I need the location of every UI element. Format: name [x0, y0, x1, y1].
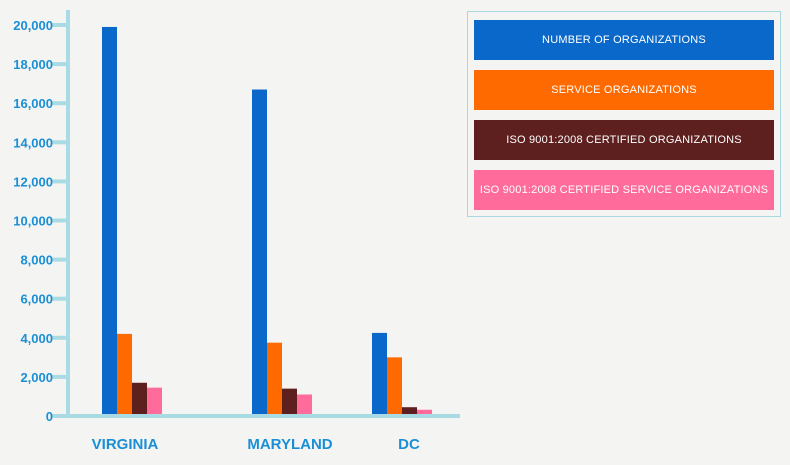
legend-item-iso-certified-service-organizations: ISO 9001:2008 CERTIFIED SERVICE ORGANIZA…	[474, 170, 774, 210]
legend-label: ISO 9001:2008 CERTIFIED SERVICE ORGANIZA…	[479, 184, 769, 196]
y-tick-label: 14,000	[13, 135, 53, 150]
labels-layer: 0 2,000 4,000 6,000 8,000 10,000 12,000 14,000 1…	[13, 18, 420, 453]
x-category-label: VIRGINIA	[92, 436, 159, 453]
x-axis	[66, 414, 460, 418]
bar	[282, 388, 297, 414]
legend-label: SERVICE ORGANIZATIONS	[551, 84, 697, 96]
bar	[132, 382, 147, 414]
y-tick-mark	[52, 414, 66, 418]
x-category-label: DC	[398, 436, 420, 453]
legend: NUMBER OF ORGANIZATIONS SERVICE ORGANIZA…	[467, 11, 781, 217]
bar	[117, 333, 132, 414]
y-tick-label: 8,000	[20, 253, 53, 268]
legend-label: NUMBER OF ORGANIZATIONS	[542, 34, 706, 46]
y-tick-mark	[52, 257, 66, 262]
y-tick-mark	[52, 62, 66, 67]
legend-label: ISO 9001:2008 CERTIFIED ORGANIZATIONS	[506, 134, 742, 146]
y-tick-label: 12,000	[13, 174, 53, 189]
bar	[417, 409, 432, 414]
bar	[102, 26, 117, 415]
y-tick-label: 4,000	[20, 331, 53, 346]
bar	[252, 89, 267, 414]
bar	[267, 342, 282, 414]
legend-item-number-of-organizations: NUMBER OF ORGANIZATIONS	[474, 20, 774, 60]
legend-item-service-organizations: SERVICE ORGANIZATIONS	[474, 70, 774, 110]
bar	[297, 394, 312, 414]
bar	[402, 407, 417, 414]
y-tick-label: 20,000	[13, 18, 53, 33]
y-tick-mark	[52, 335, 66, 340]
y-tick-label: 18,000	[13, 57, 53, 72]
bar	[387, 357, 402, 414]
x-category-label: MARYLAND	[247, 436, 332, 453]
y-tick-label: 16,000	[13, 96, 53, 111]
y-tick-mark	[52, 23, 66, 27]
bar	[147, 387, 162, 414]
y-tick-label: 0	[46, 409, 53, 424]
y-tick-mark	[52, 374, 66, 379]
bars-layer	[102, 26, 432, 415]
y-tick-mark	[52, 140, 66, 145]
axis-layer	[52, 10, 460, 418]
y-tick-mark	[52, 218, 66, 223]
y-tick-label: 6,000	[20, 292, 53, 307]
y-axis	[66, 10, 70, 418]
legend-item-iso-certified-organizations: ISO 9001:2008 CERTIFIED ORGANIZATIONS	[474, 120, 774, 160]
bar	[372, 332, 387, 414]
y-tick-label: 2,000	[20, 370, 53, 385]
y-tick-mark	[52, 101, 66, 106]
y-tick-mark	[52, 296, 66, 301]
y-tick-label: 10,000	[13, 214, 53, 229]
y-tick-mark	[52, 179, 66, 184]
